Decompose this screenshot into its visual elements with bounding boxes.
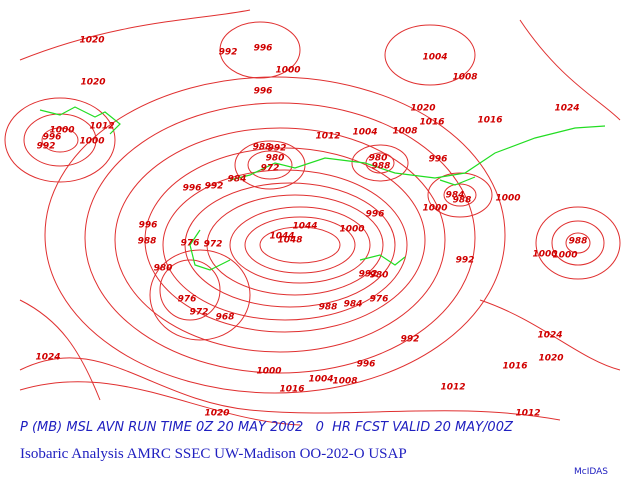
isobar-label: 1000 bbox=[49, 126, 74, 136]
isobar-label: 1004 bbox=[352, 128, 377, 138]
isobar-label: 1044 bbox=[292, 222, 317, 232]
isobar-label: 996 bbox=[254, 44, 273, 54]
isobar-label: 992 bbox=[359, 270, 378, 280]
isobar-label: 1000 bbox=[339, 225, 364, 235]
isobar-label: 988 bbox=[253, 143, 272, 153]
isobar-label: 988 bbox=[453, 196, 472, 206]
isobar-label: 980 bbox=[266, 154, 285, 164]
isobar-label: 996 bbox=[254, 87, 273, 97]
coastlines bbox=[39, 106, 606, 271]
isobar-label: 996 bbox=[183, 184, 202, 194]
isobar-label: 1000 bbox=[79, 137, 104, 147]
isobar-label: 1024 bbox=[35, 353, 60, 363]
brand: McIDAS bbox=[574, 467, 608, 477]
isobar-label: 996 bbox=[366, 210, 385, 220]
isobar-label: 1024 bbox=[537, 331, 562, 341]
isobar-label: 976 bbox=[370, 295, 389, 305]
isobar-label: 1016 bbox=[279, 385, 304, 395]
isobar-label: 992 bbox=[37, 142, 56, 152]
caption-line2: Isobaric Analysis AMRC SSEC UW-Madison O… bbox=[20, 446, 407, 462]
isobar-label: 984 bbox=[344, 300, 363, 310]
isobar-label: 1000 bbox=[532, 250, 557, 260]
isobar-label: 996 bbox=[139, 221, 158, 231]
isobar-label: 1012 bbox=[515, 409, 540, 419]
isobar-label: 972 bbox=[261, 164, 280, 174]
isobar-label: 992 bbox=[219, 48, 238, 58]
isobar-label: 1020 bbox=[204, 409, 229, 419]
isobar-label: 980 bbox=[370, 271, 389, 281]
isobars bbox=[4, 9, 621, 426]
isobar-label: 1044 bbox=[269, 232, 294, 242]
isobar-label: 1008 bbox=[392, 127, 417, 137]
isobar-label: 1020 bbox=[79, 36, 104, 46]
isobar-label: 980 bbox=[369, 154, 388, 164]
isobar-label: 1012 bbox=[315, 132, 340, 142]
isobar-label: 1020 bbox=[80, 78, 105, 88]
isobar-label: 972 bbox=[204, 240, 223, 250]
isobar-label: 996 bbox=[357, 360, 376, 370]
isobar-label: 1012 bbox=[89, 122, 114, 132]
isobar-label: 1004 bbox=[308, 375, 333, 385]
isobar-label: 1016 bbox=[502, 362, 527, 372]
isobar-label: 996 bbox=[429, 155, 448, 165]
isobar-label: 1048 bbox=[277, 236, 302, 246]
isobar-label: 1000 bbox=[275, 66, 300, 76]
isobar-label: 976 bbox=[181, 239, 200, 249]
isobar-label: 1020 bbox=[410, 104, 435, 114]
isobar-label: 988 bbox=[138, 237, 157, 247]
isobar-label: 1000 bbox=[495, 194, 520, 204]
isobar-label: 1012 bbox=[440, 383, 465, 393]
isobar-label: 992 bbox=[268, 144, 287, 154]
isobar-label: 988 bbox=[372, 162, 391, 172]
isobar-label: 1004 bbox=[422, 53, 447, 63]
isobar-label: 984 bbox=[228, 175, 247, 185]
isobar-label: 968 bbox=[216, 313, 235, 323]
isobar-label: 1008 bbox=[332, 377, 357, 387]
isobar-label: 976 bbox=[178, 295, 197, 305]
caption-line1: P (MB) MSL AVN RUN TIME 0Z 20 MAY 2002 0… bbox=[20, 420, 514, 435]
isobar-label: 972 bbox=[190, 308, 209, 318]
isobar-label: 980 bbox=[154, 264, 173, 274]
isobar-label: 988 bbox=[319, 303, 338, 313]
isobar-label: 1016 bbox=[477, 116, 502, 126]
isobar-label: 1016 bbox=[419, 118, 444, 128]
isobar-label: 988 bbox=[569, 237, 588, 247]
isobar-label: 992 bbox=[456, 256, 475, 266]
isobar-label: 1000 bbox=[422, 204, 447, 214]
isobar-label: 1020 bbox=[538, 354, 563, 364]
isobar-label: 1008 bbox=[452, 73, 477, 83]
isobar-label: 1000 bbox=[552, 251, 577, 261]
isobar-label: 1000 bbox=[256, 367, 281, 377]
isobar-label: 1024 bbox=[554, 104, 579, 114]
isobar-label: 992 bbox=[401, 335, 420, 345]
isobar-label: 984 bbox=[446, 191, 465, 201]
isobar-label: 992 bbox=[205, 182, 224, 192]
isobar-label: 996 bbox=[43, 133, 62, 143]
